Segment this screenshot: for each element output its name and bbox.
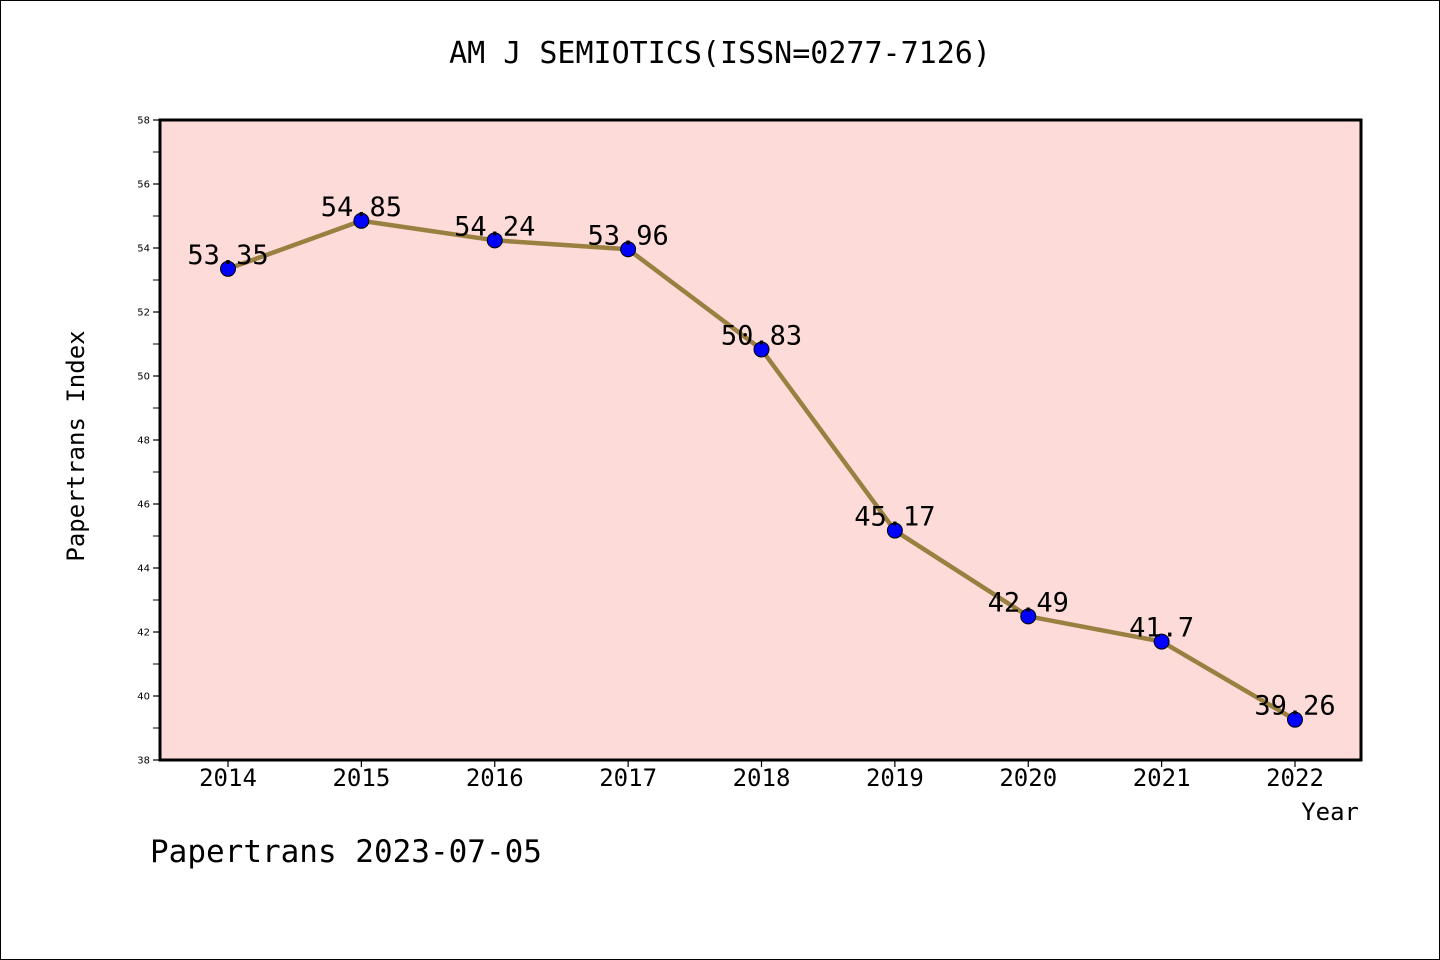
x-tick-label: 2019 <box>866 764 924 792</box>
chart-title: AM J SEMIOTICS(ISSN=0277-7126) <box>449 36 991 71</box>
x-tick-label: 2015 <box>332 764 390 792</box>
data-point <box>1020 608 1037 625</box>
x-tick-label: 2014 <box>199 764 257 792</box>
y-tick-label: 56 <box>137 180 150 191</box>
footer-credit: Papertrans 2023-07-05 <box>150 834 542 870</box>
y-tick-label: 38 <box>137 756 150 767</box>
data-label: 39.26 <box>1254 691 1335 722</box>
y-tick-label: 58 <box>137 116 150 127</box>
x-tick-label: 2017 <box>599 764 657 792</box>
y-tick-label: 40 <box>137 692 150 703</box>
data-point <box>753 341 770 358</box>
x-tick-label: 2016 <box>466 764 524 792</box>
y-tick-label: 44 <box>137 564 150 575</box>
data-point <box>620 241 637 258</box>
data-label: 54.85 <box>321 192 402 223</box>
y-axis-label: Papertrans Index <box>62 330 90 561</box>
data-label: 41.7 <box>1129 613 1194 644</box>
y-tick-label: 52 <box>137 308 150 319</box>
data-point <box>1153 633 1170 650</box>
data-label: 53.96 <box>587 220 668 251</box>
x-axis: 2014 2015 2016 2017 2018 2019 2020 2021 2022 <box>199 760 1324 792</box>
y-axis: 38 40 42 44 46 48 50 52 54 56 58 <box>137 116 160 767</box>
data-point <box>1287 711 1303 728</box>
data-point <box>486 232 503 249</box>
data-labels: 53.35 54.85 54.24 53.96 50.83 45.17 42.49 41.7 3… <box>187 192 1335 722</box>
y-tick-label: 48 <box>137 436 150 447</box>
x-tick-label: 2022 <box>1266 764 1324 792</box>
y-tick-label: 54 <box>137 244 150 255</box>
data-label: 45.17 <box>854 502 935 533</box>
x-axis-label: Year <box>1301 798 1359 826</box>
series-markers <box>220 212 1303 728</box>
data-label: 42.49 <box>988 587 1069 618</box>
data-point <box>353 212 370 229</box>
y-tick-label: 50 <box>137 372 150 383</box>
data-point <box>886 522 903 539</box>
y-tick-label: 42 <box>137 628 150 639</box>
x-tick-label: 2020 <box>999 764 1057 792</box>
x-tick-label: 2021 <box>1133 764 1191 792</box>
data-label: 54.24 <box>454 211 535 242</box>
y-tick-label: 46 <box>137 500 150 511</box>
data-label: 50.83 <box>721 320 802 351</box>
data-point <box>220 260 236 277</box>
plot-border <box>158 118 1363 762</box>
x-tick-label: 2018 <box>733 764 791 792</box>
data-label: 53.35 <box>187 240 268 271</box>
